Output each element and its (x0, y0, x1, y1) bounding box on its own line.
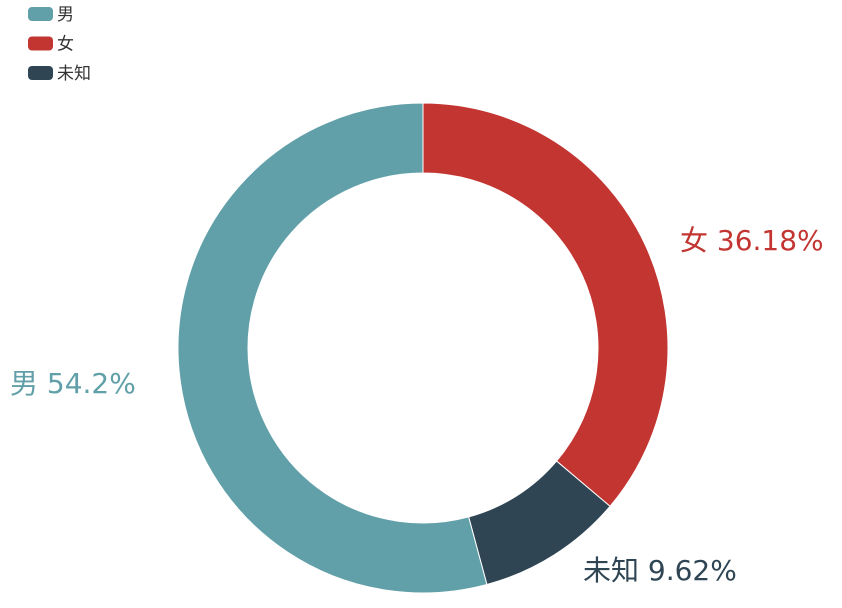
legend-item[interactable]: 男 (57, 5, 74, 25)
legend-item[interactable]: 女 (57, 35, 74, 55)
slice-2[interactable] (177, 102, 488, 594)
slice-label: 未知 9.62% (583, 554, 737, 587)
legend-swatch[interactable] (28, 36, 53, 51)
legend-swatch[interactable] (28, 66, 53, 80)
slice-label: 男 54.2% (10, 367, 136, 400)
slice-0[interactable] (422, 102, 669, 507)
legend-item[interactable]: 未知 (57, 64, 91, 84)
slice-label: 女 36.18% (680, 224, 824, 257)
legend-swatch[interactable] (28, 7, 53, 21)
